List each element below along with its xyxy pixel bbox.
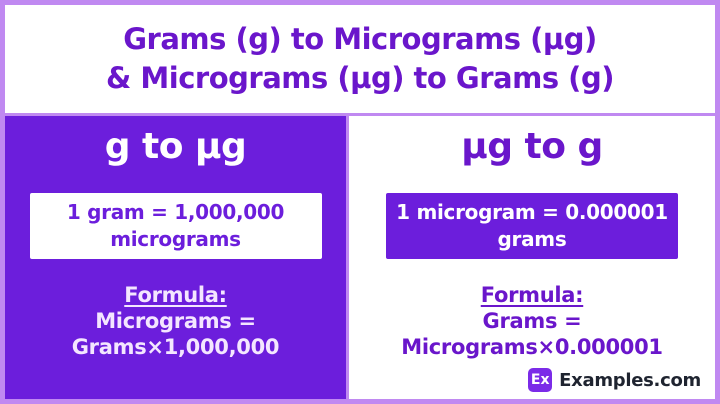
formula-block-ug-to-g: Formula: Grams = Micrograms×0.000001 [401, 282, 663, 360]
content-columns: g to µg 1 gram = 1,000,000 micrograms Fo… [5, 116, 715, 399]
panel-heading-g-to-ug: g to µg [104, 126, 247, 167]
panel-ug-to-g: µg to g 1 microgram = 0.000001 grams For… [349, 116, 715, 399]
conversion-line-2: grams [497, 227, 567, 251]
formula-line-2: Micrograms×0.000001 [401, 335, 663, 359]
examples-logo-icon: Ex [528, 368, 553, 392]
panel-g-to-ug: g to µg 1 gram = 1,000,000 micrograms Fo… [5, 116, 349, 399]
header: Grams (g) to Micrograms (µg) & Microgram… [5, 5, 715, 116]
formula-line-1: Micrograms = [95, 309, 256, 333]
formula-line-2: Grams×1,000,000 [71, 335, 280, 359]
conversion-line-2: micrograms [110, 227, 241, 251]
formula-block-g-to-ug: Formula: Micrograms = Grams×1,000,000 [71, 282, 280, 360]
conversion-line-1: 1 gram = 1,000,000 [66, 200, 285, 224]
conversion-line-1: 1 microgram = 0.000001 [396, 200, 668, 224]
examples-logo-text: Examples.com [559, 369, 701, 391]
formula-label: Formula: [124, 283, 227, 307]
formula-line-1: Grams = [482, 309, 582, 333]
page-title-line1: Grams (g) to Micrograms (µg) [123, 22, 597, 56]
formula-label: Formula: [480, 283, 584, 307]
page-title-line2: & Micrograms (µg) to Grams (g) [106, 61, 614, 95]
panel-heading-ug-to-g: µg to g [461, 126, 603, 167]
examples-logo: Ex Examples.com [528, 368, 701, 392]
conversion-box-g-to-ug: 1 gram = 1,000,000 micrograms [29, 193, 322, 259]
conversion-box-ug-to-g: 1 microgram = 0.000001 grams [386, 193, 678, 259]
